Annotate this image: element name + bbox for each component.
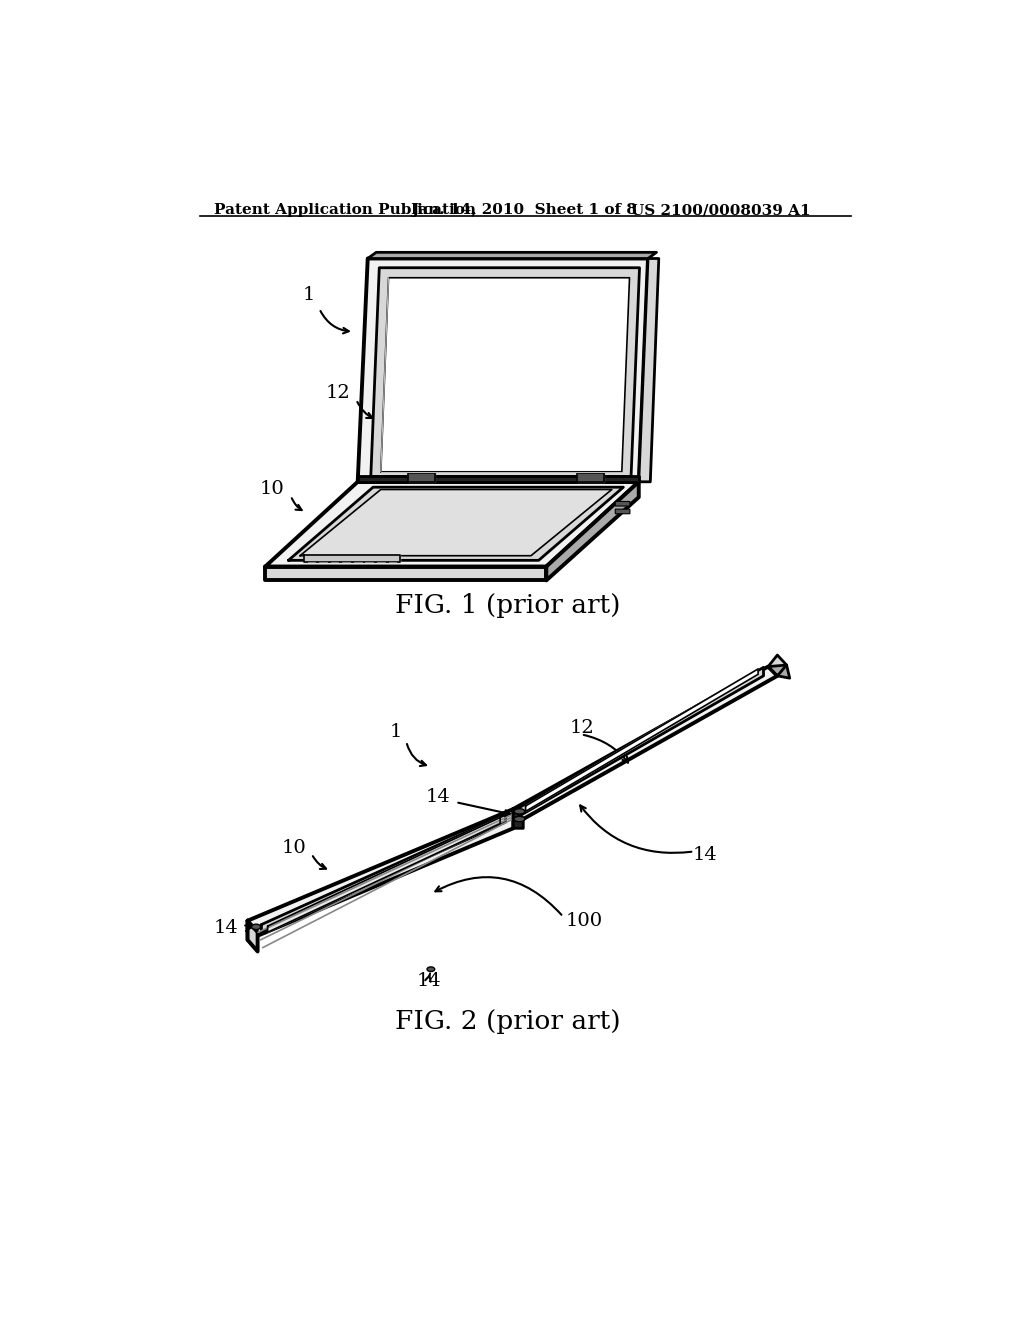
Polygon shape	[408, 473, 435, 482]
Text: Jan. 14, 2010  Sheet 1 of 8: Jan. 14, 2010 Sheet 1 of 8	[412, 203, 638, 216]
Polygon shape	[265, 482, 639, 566]
Text: 14: 14	[417, 972, 441, 990]
Polygon shape	[525, 669, 758, 812]
Text: 12: 12	[326, 384, 350, 403]
Ellipse shape	[252, 924, 261, 929]
Polygon shape	[248, 809, 513, 940]
Polygon shape	[513, 809, 523, 829]
Polygon shape	[578, 473, 604, 482]
Text: FIG. 1 (prior art): FIG. 1 (prior art)	[395, 594, 621, 619]
Polygon shape	[513, 667, 777, 818]
Polygon shape	[368, 252, 656, 259]
Text: 14: 14	[425, 788, 451, 807]
Text: 10: 10	[260, 480, 285, 499]
Ellipse shape	[427, 966, 435, 972]
Polygon shape	[289, 487, 624, 561]
Polygon shape	[248, 921, 258, 952]
Polygon shape	[381, 277, 630, 471]
Text: 10: 10	[282, 838, 306, 857]
Polygon shape	[357, 259, 648, 482]
Text: 14: 14	[692, 846, 718, 865]
FancyBboxPatch shape	[615, 510, 630, 513]
Polygon shape	[261, 814, 506, 932]
Polygon shape	[768, 655, 786, 676]
Polygon shape	[768, 665, 790, 678]
Polygon shape	[371, 268, 640, 477]
Text: 100: 100	[565, 912, 603, 929]
FancyBboxPatch shape	[615, 502, 630, 506]
Polygon shape	[300, 490, 611, 556]
Polygon shape	[267, 817, 500, 932]
Text: 1: 1	[303, 286, 315, 305]
Text: 1: 1	[390, 723, 402, 741]
Polygon shape	[547, 482, 639, 581]
Polygon shape	[304, 554, 400, 562]
Polygon shape	[519, 668, 764, 816]
Text: 14: 14	[214, 920, 239, 937]
Polygon shape	[639, 259, 658, 482]
Ellipse shape	[514, 809, 525, 814]
Ellipse shape	[514, 816, 525, 822]
Polygon shape	[357, 475, 639, 482]
Text: FIG. 2 (prior art): FIG. 2 (prior art)	[395, 1010, 621, 1035]
Text: 12: 12	[569, 719, 594, 737]
Polygon shape	[265, 566, 547, 581]
Text: US 2100/0008039 A1: US 2100/0008039 A1	[631, 203, 811, 216]
Text: Patent Application Publication: Patent Application Publication	[214, 203, 476, 216]
